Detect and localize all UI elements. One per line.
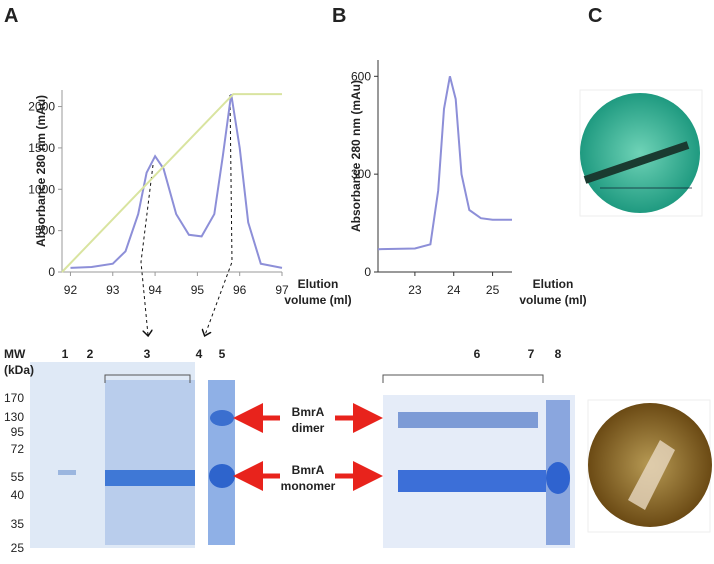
mw-label: 130 [4,410,24,424]
mw-label: 25 [11,541,25,555]
red-arrows [233,403,383,491]
crystal-photo [580,93,700,213]
band [546,462,570,494]
band [398,412,538,428]
crystal [628,440,675,510]
y-tick-label: 500 [35,224,55,238]
crystal [583,141,690,184]
panel-label: B [332,5,346,27]
series-line [70,93,283,269]
x-axis-label: Elution [298,277,339,291]
lane-label: 7 [528,347,535,361]
band [105,470,195,486]
gel-lane [208,380,235,545]
series-line [377,76,512,251]
x-tick-label: 92 [64,283,78,297]
mw-title: (kDa) [4,363,34,377]
x-tick-label: 25 [486,283,500,297]
y-tick-label: 0 [48,265,55,279]
lane-label: 4 [196,347,203,361]
x-axis-label: volume (ml) [519,293,586,307]
y-tick-label: 600 [351,69,371,83]
x-tick-label: 97 [275,283,289,297]
x-tick-label: 23 [408,283,422,297]
lanes [105,380,195,545]
mw-label: 72 [11,442,25,456]
y-tick-label: 1500 [28,141,55,155]
mw-title: MW [4,347,26,361]
lane-label: 2 [87,347,94,361]
band [209,464,235,488]
lane-label: 6 [474,347,481,361]
gel-annotation: BmrA [292,463,325,477]
arrow [140,164,154,335]
y-tick-label: 1000 [28,182,55,196]
band [58,470,76,475]
x-tick-label: 94 [148,283,162,297]
y-axis-label: Absorbance 280 nm (mAu) [349,80,363,232]
y-tick-label: 2000 [28,100,55,114]
gel-annotation: dimer [292,421,325,435]
x-tick-label: 96 [233,283,247,297]
gel-annotation: monomer [281,479,336,493]
arrow [205,94,233,335]
y-axis-label: Absorbance 280 nm (mAu) [34,95,48,247]
mw-label: 55 [11,470,25,484]
lane-label: 5 [219,347,226,361]
band [210,410,234,426]
bracket [104,374,544,383]
panel-label: C [588,5,602,27]
mw-label: 35 [11,517,25,531]
x-tick-label: 95 [191,283,205,297]
mw-label: 170 [4,391,24,405]
mw-label: 95 [11,425,25,439]
y-tick-label: 300 [351,167,371,181]
gel-annotation: BmrA [292,405,325,419]
lane-label: 8 [555,347,562,361]
x-tick-label: 93 [106,283,120,297]
x-axis-label: volume (ml) [284,293,351,307]
x-axis-label: Elution [533,277,574,291]
series-line [61,93,282,273]
y-tick-label: 0 [364,265,371,279]
lane-label: 3 [144,347,151,361]
mw-label: 40 [11,488,25,502]
band [398,470,546,492]
lane-label: 1 [62,347,69,361]
x-tick-label: 24 [447,283,461,297]
panel-label: A [4,5,18,27]
